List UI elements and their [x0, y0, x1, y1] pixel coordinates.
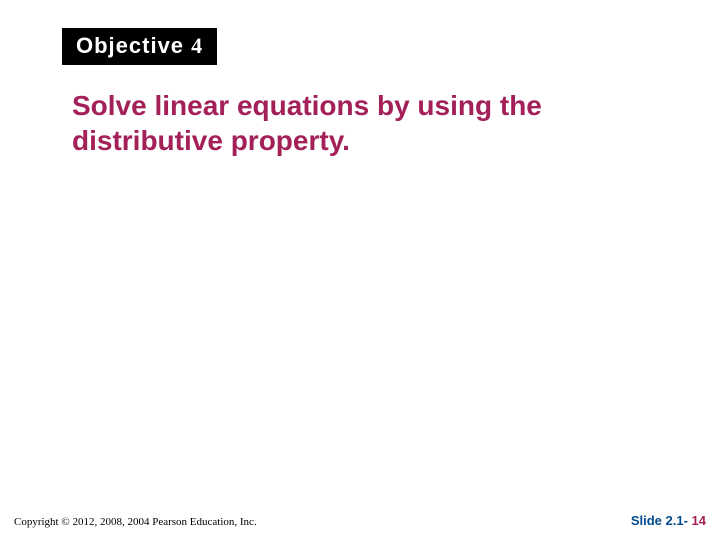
copyright-text: Copyright © 2012, 2008, 2004 Pearson Edu… [14, 516, 257, 528]
objective-label: Objective [76, 33, 191, 58]
slide: Objective 4 Solve linear equations by us… [0, 0, 720, 540]
slide-headline: Solve linear equations by using the dist… [72, 88, 660, 158]
slide-number: Slide 2.1- 14 [631, 513, 706, 528]
slide-number-value: 14 [692, 513, 706, 528]
objective-badge: Objective 4 [62, 28, 217, 65]
slide-number-label: Slide 2.1- [631, 513, 692, 528]
objective-number: 4 [191, 33, 203, 58]
